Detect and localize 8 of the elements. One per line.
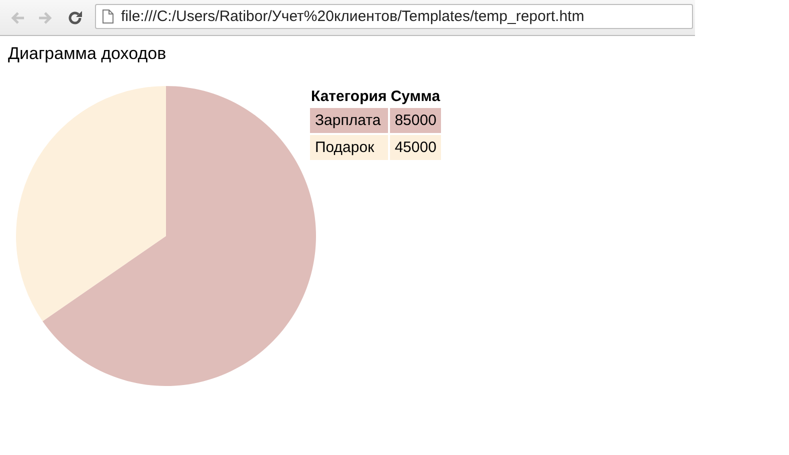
data-label: 45000 bbox=[390, 135, 442, 160]
text: Категория bbox=[310, 87, 388, 106]
legend-label: Зарплата bbox=[310, 108, 388, 133]
data-label: 85000 bbox=[390, 108, 442, 133]
text: file:///C:/Users/Ratibor/Учет%20клиентов/Templates/temp_report.htm bbox=[121, 8, 584, 25]
legend-label: Подарок bbox=[310, 135, 388, 160]
chart-title: Диаграмма доходов bbox=[8, 44, 166, 63]
text: Сумма bbox=[390, 87, 442, 106]
